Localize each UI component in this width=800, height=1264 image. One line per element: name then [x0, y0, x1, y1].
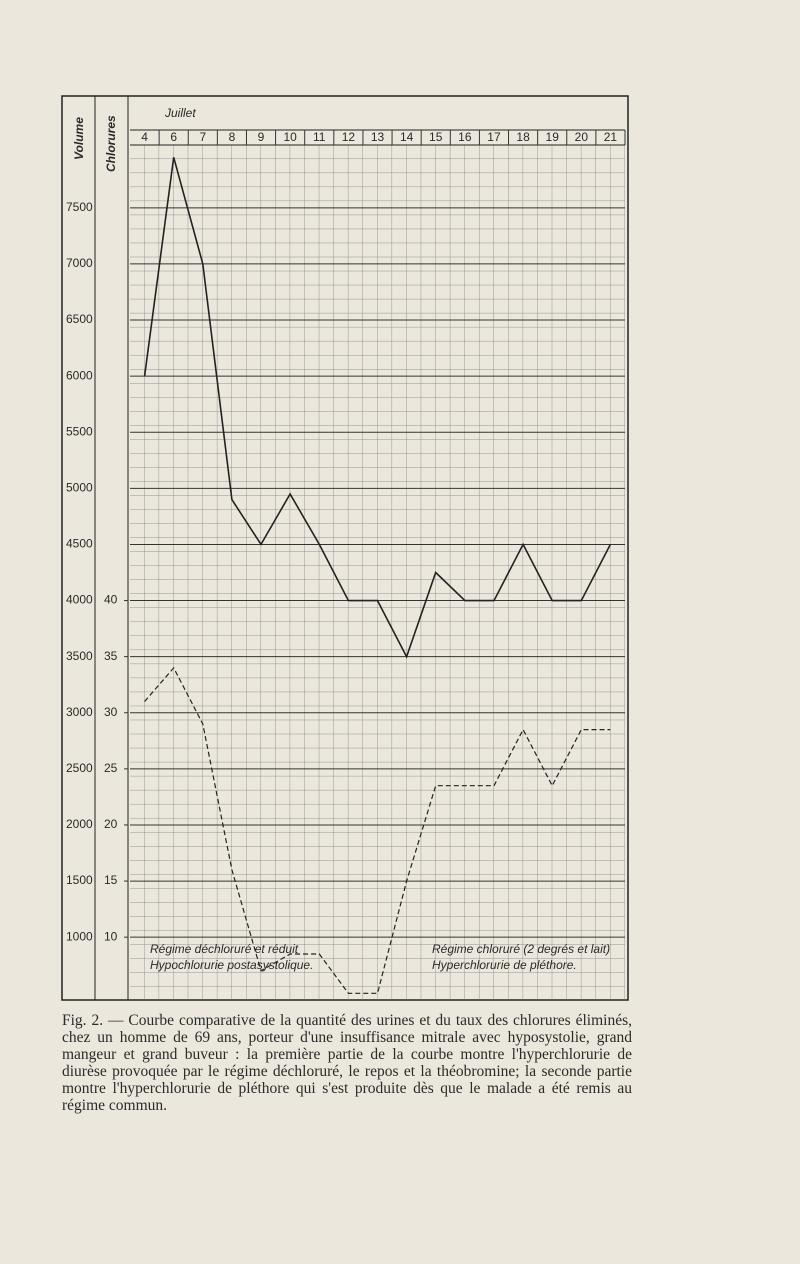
caption: Fig. 2. — Courbe comparative de la quant… [62, 1012, 632, 1114]
y2-tick-label: 25 [104, 761, 118, 775]
y2-tick-label: 35 [104, 649, 118, 663]
y2-tick-label: 10 [104, 929, 118, 943]
y2-tick-label: 20 [104, 817, 118, 831]
y2-tick-label: 40 [104, 593, 118, 607]
chart: Juillet Volume Chlorures 1000 1500 2000 250… [61, 95, 629, 1001]
y-tick-label: 5000 [66, 481, 93, 495]
y-tick-label: 7000 [66, 256, 93, 270]
x-tick-label: 20 [575, 130, 589, 144]
x-tick-label: 16 [458, 130, 472, 144]
y-tick-label: 6000 [66, 368, 93, 382]
x-tick-label: 17 [487, 130, 501, 144]
y-tick-label: 3500 [66, 649, 93, 663]
y-tick-label: 1000 [66, 929, 93, 943]
y-tick-label: 2000 [66, 817, 93, 831]
series-line [144, 666, 611, 994]
x-tick-label: 9 [258, 130, 265, 144]
annotation: Régime déchloruré et réduit [150, 942, 299, 956]
series-line [143, 157, 612, 659]
chart-title: Juillet [164, 106, 196, 120]
y-tick-label: 4500 [66, 537, 93, 551]
x-tick-label: 4 [141, 130, 148, 144]
y-tick-label: 1500 [66, 873, 93, 887]
annotation: Régime chloruré (2 degrés et lait) [432, 942, 610, 956]
y-tick-label: 5500 [66, 424, 93, 438]
x-tick-label: 21 [604, 130, 618, 144]
y2-tick-label: 15 [104, 873, 118, 887]
annotation: Hypochlorurie postasystolique. [150, 958, 313, 972]
y2-axis-label: Chlorures [104, 115, 118, 172]
x-tick-label: 8 [229, 130, 236, 144]
x-tick-label: 19 [546, 130, 560, 144]
minor-grid [130, 145, 625, 1000]
y-tick-label: 7500 [66, 200, 93, 214]
x-tick-label: 13 [371, 130, 385, 144]
x-tick-label: 12 [342, 130, 356, 144]
y2-tick-label: 30 [104, 705, 118, 719]
x-tick-label: 15 [429, 130, 443, 144]
y-tick-label: 3000 [66, 705, 93, 719]
x-tick-label: 10 [283, 130, 297, 144]
y-tick-label: 2500 [66, 761, 93, 775]
y-axis-label: Volume [72, 117, 86, 160]
x-tick-label: 18 [516, 130, 530, 144]
x-tick-label: 11 [313, 130, 326, 144]
x-tick-label: 6 [170, 130, 177, 144]
x-tick-label: 14 [400, 130, 414, 144]
x-tick-label: 7 [199, 130, 206, 144]
y-tick-label: 4000 [66, 593, 93, 607]
annotation: Hyperchlorurie de pléthore. [432, 958, 577, 972]
y-tick-label: 6500 [66, 312, 93, 326]
